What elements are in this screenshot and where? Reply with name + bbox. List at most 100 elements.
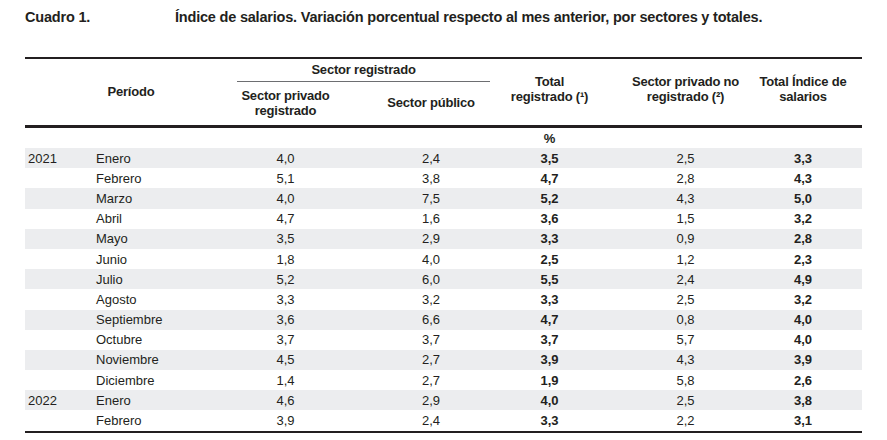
cell-public: 3,8 [358,171,490,186]
cell-public: 3,2 [358,292,490,307]
salary-index-table: Período Sector registrado Sector privado… [25,57,862,433]
cell-total-wage-index: 3,2 [744,292,862,307]
column-header-private-unregistered: Sector privado no registrado (²) [617,59,744,125]
unit-label: % [490,131,617,146]
cell-month: Octubre [95,332,237,347]
cell-month: Junio [95,252,237,267]
cell-month: Noviembre [95,352,237,367]
cell-month: Septiembre [95,312,237,327]
cell-total-wage-index: 3,3 [744,151,862,166]
column-header-period: Período [25,59,237,125]
table-row: 2022Enero4,62,94,02,53,8 [25,390,862,410]
table-header: Período Sector registrado Sector privado… [25,59,862,125]
cell-month: Enero [95,393,237,408]
cell-total-wage-index: 3,9 [744,352,862,367]
table-caption: Cuadro 1. Índice de salarios. Variación … [0,0,887,26]
report-page: { "title": { "label": "Cuadro 1.", "text… [0,0,887,440]
cell-total-wage-index: 4,3 [744,171,862,186]
cell-public: 7,5 [358,191,490,206]
cell-total-wage-index: 2,6 [744,373,862,388]
table-row: Febrero3,92,43,32,23,1 [25,410,862,430]
cell-private-registered: 3,7 [237,332,358,347]
table-row: Mayo3,52,93,30,92,8 [25,229,862,249]
cell-public: 2,7 [358,352,490,367]
table-row: Marzo4,07,55,24,35,0 [25,188,862,208]
cell-private-unregistered: 2,5 [617,393,744,408]
cell-public: 2,7 [358,373,490,388]
cell-total-wage-index: 3,1 [744,413,862,428]
cell-private-unregistered: 2,5 [617,151,744,166]
cell-total-registered: 3,9 [490,352,617,367]
cell-public: 2,9 [358,393,490,408]
cell-month: Agosto [95,292,237,307]
cell-total-registered: 5,2 [490,191,617,206]
unit-row: % [25,128,862,148]
cell-month: Febrero [95,413,237,428]
table-row: Febrero5,13,84,72,84,3 [25,168,862,188]
column-header-private-registered: Sector privado registrado [237,82,358,125]
cell-private-unregistered: 2,4 [617,272,744,287]
cell-month: Febrero [95,171,237,186]
cell-total-wage-index: 4,9 [744,272,862,287]
cell-total-wage-index: 2,8 [744,231,862,246]
cell-year: 2022 [25,393,95,408]
table-row: Junio1,84,02,51,22,3 [25,249,862,269]
cell-private-registered: 5,1 [237,171,358,186]
cell-month: Mayo [95,231,237,246]
cell-private-registered: 3,9 [237,413,358,428]
cell-private-registered: 4,0 [237,191,358,206]
cell-private-unregistered: 0,8 [617,312,744,327]
cell-private-registered: 1,4 [237,373,358,388]
cell-total-wage-index: 4,0 [744,332,862,347]
table-caption-text: Índice de salarios. Variación porcentual… [175,9,887,26]
cell-private-registered: 1,8 [237,252,358,267]
cell-total-wage-index: 2,3 [744,252,862,267]
cell-month: Enero [95,151,237,166]
table-row: 2021Enero4,02,43,52,53,3 [25,148,862,168]
cell-total-registered: 4,7 [490,312,617,327]
table-row: Agosto3,33,23,32,53,2 [25,289,862,309]
cell-month: Diciembre [95,373,237,388]
table-row: Diciembre1,42,71,95,82,6 [25,370,862,390]
cell-public: 2,9 [358,231,490,246]
cell-private-unregistered: 4,3 [617,191,744,206]
cell-private-unregistered: 1,5 [617,211,744,226]
cell-private-unregistered: 0,9 [617,231,744,246]
table-row: Julio5,26,05,52,44,9 [25,269,862,289]
cell-private-registered: 4,0 [237,151,358,166]
cell-private-registered: 5,2 [237,272,358,287]
column-header-public: Sector público [358,82,490,125]
cell-private-registered: 4,5 [237,352,358,367]
table-row: Septiembre3,66,64,70,84,0 [25,310,862,330]
table-row: Abril4,71,63,61,53,2 [25,209,862,229]
cell-public: 6,0 [358,272,490,287]
cell-private-unregistered: 2,5 [617,292,744,307]
cell-year: 2021 [25,151,95,166]
cell-total-registered: 3,3 [490,413,617,428]
cell-total-registered: 2,5 [490,252,617,267]
cell-private-registered: 4,6 [237,393,358,408]
cell-private-registered: 4,7 [237,211,358,226]
cell-private-unregistered: 2,2 [617,413,744,428]
cell-total-registered: 3,7 [490,332,617,347]
cell-total-registered: 3,3 [490,231,617,246]
cell-total-registered: 4,7 [490,171,617,186]
cell-total-registered: 5,5 [490,272,617,287]
table-caption-label: Cuadro 1. [25,9,175,26]
table-bottom-rule [25,431,862,433]
column-header-total-wage-index: Total Índice de salarios [744,59,862,125]
cell-private-unregistered: 4,3 [617,352,744,367]
cell-month: Julio [95,272,237,287]
cell-total-registered: 1,9 [490,373,617,388]
cell-public: 3,7 [358,332,490,347]
cell-public: 6,6 [358,312,490,327]
cell-private-unregistered: 2,8 [617,171,744,186]
cell-total-wage-index: 3,2 [744,211,862,226]
cell-total-wage-index: 4,0 [744,312,862,327]
cell-private-registered: 3,6 [237,312,358,327]
cell-month: Marzo [95,191,237,206]
cell-total-registered: 3,6 [490,211,617,226]
cell-total-registered: 4,0 [490,393,617,408]
cell-public: 1,6 [358,211,490,226]
table-row: Octubre3,73,73,75,74,0 [25,330,862,350]
